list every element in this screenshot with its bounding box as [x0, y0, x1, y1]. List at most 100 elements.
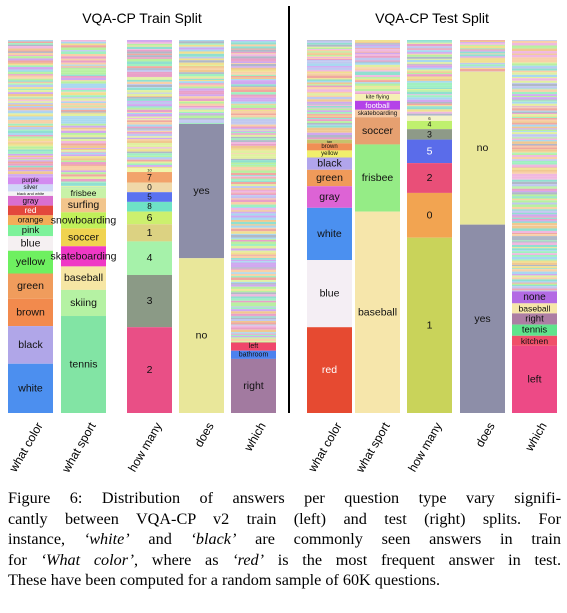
segment-bar: [61, 228, 106, 247]
tail-stripe: [407, 96, 452, 98]
tail-stripe: [231, 162, 276, 165]
tail-stripe: [127, 58, 172, 62]
tail-stripe: [127, 83, 172, 85]
tail-stripe: [307, 58, 352, 60]
tail-stripe: [231, 164, 276, 167]
tail-stripe: [512, 111, 557, 114]
tail-stripe: [8, 110, 53, 112]
tail-stripe: [61, 111, 106, 113]
tail-stripe: [127, 140, 172, 144]
tail-stripe: [8, 142, 53, 144]
tail-stripe: [512, 107, 557, 109]
segment-label: 1: [147, 227, 153, 239]
tail-stripe: [61, 150, 106, 152]
tail-stripe: [307, 88, 352, 90]
tail-stripe: [61, 151, 106, 153]
tail-stripe: [179, 46, 224, 48]
tail-stripe: [127, 53, 172, 56]
question-type-label: how many: [125, 420, 164, 474]
segment-bar: [231, 358, 276, 413]
tail-stripe: [8, 159, 53, 161]
tail-stripe: [512, 168, 557, 170]
tail-stripe: [512, 262, 557, 265]
tail-stripe: [307, 125, 352, 128]
tail-stripe: [355, 62, 400, 65]
caption-text: are commonly seen answers in train: [236, 530, 561, 549]
tail-stripe: [307, 46, 352, 48]
tail-stripe: [231, 123, 276, 125]
tail-stripe: [231, 211, 276, 213]
tail-stripe: [127, 77, 172, 79]
tail-stripe: [512, 218, 557, 221]
segment-bar: [512, 313, 557, 325]
tail-stripe: [127, 87, 172, 88]
tail-stripe: [8, 117, 53, 120]
tail-stripe: [61, 162, 106, 165]
tail-stripe: [61, 172, 106, 175]
segment-bar: [8, 236, 53, 251]
tail-stripe: [61, 132, 106, 135]
segment-label: 7: [147, 172, 152, 182]
tail-stripe: [61, 45, 106, 48]
tail-stripe: [231, 288, 276, 290]
tail-stripe: [61, 101, 106, 104]
tail-stripe: [231, 228, 276, 232]
tail-stripe: [8, 52, 53, 56]
segment-label: left: [527, 373, 541, 385]
tail-stripe: [512, 281, 557, 283]
tail-stripe: [307, 100, 352, 102]
segment-bar: [512, 303, 557, 314]
tail-stripe: [231, 207, 276, 211]
tail-stripe: [407, 56, 452, 59]
tail-stripe: [512, 192, 557, 195]
segment-bar: [61, 316, 106, 413]
tail-stripe: [512, 137, 557, 139]
tail-stripe: [512, 204, 557, 208]
tail-stripe: [231, 269, 276, 273]
tail-stripe: [8, 92, 53, 94]
tail-stripe: [127, 129, 172, 131]
segment-bar: [127, 211, 172, 225]
tail-stripe: [307, 47, 352, 50]
tail-stripe: [512, 275, 557, 278]
tail-stripe: [179, 119, 224, 121]
tail-stripe: [355, 83, 400, 86]
segment-bar: [407, 129, 452, 140]
tail-stripe: [231, 306, 276, 308]
segment-bar: [8, 184, 53, 192]
segment-bar: [355, 109, 400, 118]
tail-stripe: [231, 254, 276, 256]
segment-bar: [61, 212, 106, 229]
tail-stripe: [8, 171, 53, 173]
caption-text: , where as: [134, 550, 233, 569]
segment-bar: [127, 201, 172, 212]
tail-stripe: [512, 282, 557, 284]
tail-stripe: [61, 92, 106, 96]
tail-stripe: [307, 127, 352, 131]
column-how-many: 643 5 2 0 1 how many: [405, 40, 452, 474]
tail-stripe: [61, 145, 106, 148]
tail-stripe: [307, 40, 352, 41]
tail-stripe: [179, 83, 224, 85]
tail-stripe: [307, 105, 352, 108]
tail-stripe: [512, 99, 557, 101]
tail-stripe: [61, 109, 106, 112]
tail-stripe: [307, 49, 352, 50]
tail-stripe: [231, 204, 276, 207]
tail-stripe: [307, 78, 352, 80]
segment-bar: [355, 94, 400, 101]
tail-stripe: [512, 247, 557, 249]
tail-stripe: [407, 50, 452, 53]
tail-stripe: [512, 97, 557, 100]
tail-stripe: [512, 213, 557, 215]
tail-stripe: [307, 55, 352, 57]
tail-stripe: [127, 151, 172, 154]
tail-stripe: [127, 45, 172, 47]
tail-stripe: [512, 153, 557, 156]
tail-stripe: [179, 49, 224, 52]
tail-stripe: [127, 81, 172, 84]
tail-stripe: [61, 70, 106, 73]
tail-stripe: [512, 143, 557, 146]
tail-stripe: [512, 211, 557, 214]
